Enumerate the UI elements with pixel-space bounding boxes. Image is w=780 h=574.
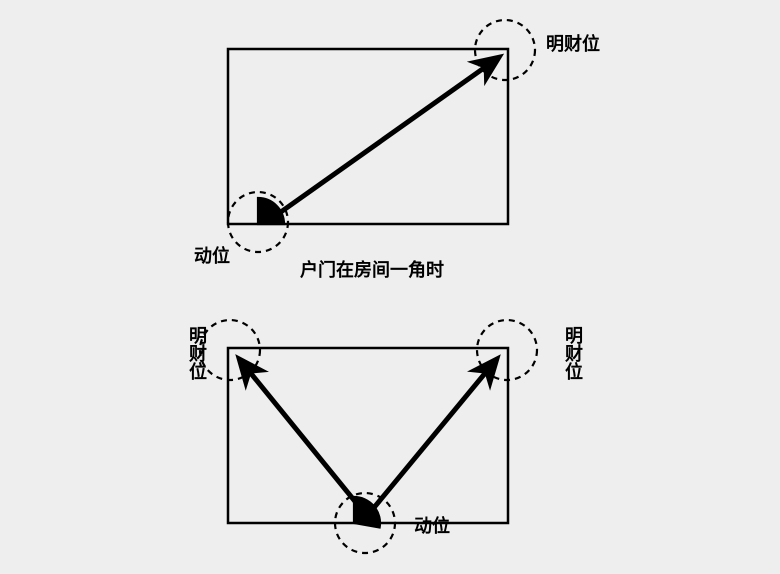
d2-dongwei-label: 动位 (414, 512, 450, 538)
d1-mingcai-label: 明财位 (546, 30, 600, 56)
diagram-canvas (0, 0, 780, 574)
room-rect (228, 348, 508, 523)
direction-arrow (278, 58, 498, 214)
d1-dongwei-label: 动位 (194, 242, 230, 268)
direction-arrow (372, 360, 496, 510)
d2-mingcai-right-label: 明财位 (560, 326, 586, 380)
room-rect (228, 49, 508, 224)
d2-mingcai-left-label: 明财位 (184, 326, 210, 380)
d1-caption-label: 户门在房间一角时 (300, 256, 444, 282)
direction-arrow (240, 360, 362, 510)
